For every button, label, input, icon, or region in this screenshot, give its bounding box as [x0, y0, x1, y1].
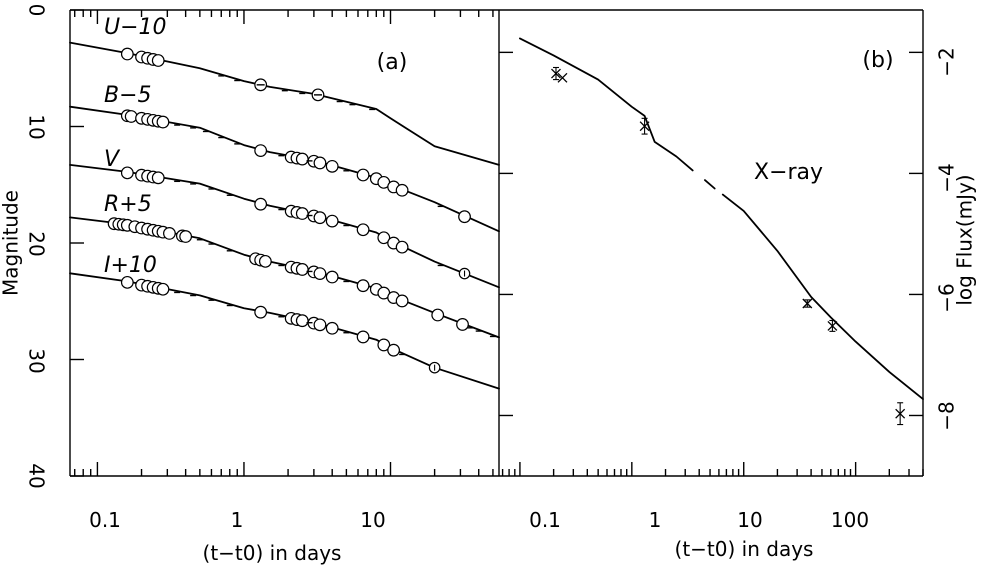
panel-a-ytick-30: 30	[25, 348, 49, 373]
panel-b-xlabel: (t−t0) in days	[675, 537, 814, 561]
data-point-i	[120, 275, 134, 289]
data-point-i	[356, 330, 370, 344]
data-point-b	[295, 152, 309, 166]
panel-a-ytick-label-0: 0	[25, 4, 49, 17]
data-point-r	[163, 227, 176, 240]
panel-b-ytick-label-m8: −8	[935, 401, 959, 430]
data-point-v	[313, 211, 327, 225]
data-point-r	[356, 279, 370, 293]
data-point-u	[151, 54, 165, 67]
panel-b-ylabel: log Flux(mJy)	[953, 174, 977, 305]
data-point-i	[387, 343, 401, 357]
series-label-i: I+10	[104, 253, 157, 278]
data-point-i	[156, 282, 170, 296]
data-point-b	[254, 144, 268, 157]
series-label-u: U−10	[104, 15, 167, 40]
panel-b-xtick-label-0p1: 0.1	[529, 508, 561, 532]
panel-a-xtick-label-1: 1	[231, 508, 244, 532]
data-point-u	[120, 47, 134, 61]
data-point-r	[295, 263, 309, 276]
data-point-b	[156, 115, 170, 129]
xray-model-segment-1	[704, 179, 716, 190]
data-point-r	[395, 294, 409, 308]
panel-b-xtick-label-10: 10	[737, 508, 762, 532]
panel-a-ytick-label-40: 40	[25, 463, 49, 488]
data-point-i	[295, 314, 309, 328]
data-point-b	[458, 210, 471, 224]
data-point-i	[325, 321, 339, 335]
xray-model-segment-2	[721, 193, 924, 400]
panel-a-xtick-label-0p1: 0.1	[89, 508, 121, 532]
panel-b-ytick-m6: −6	[935, 283, 959, 312]
xray-label: X−ray	[754, 160, 823, 185]
panel-b-ytick-m2: −2	[935, 47, 959, 76]
panel-a-ytick-label-30: 30	[25, 348, 49, 373]
panel-b-ytick-label-m4: −4	[935, 163, 959, 192]
data-point-v	[356, 223, 370, 237]
panel-a-points	[107, 47, 496, 374]
panel-a-ytick-label-10: 10	[25, 114, 49, 139]
panel-b-ytick-m4: −4	[935, 163, 959, 192]
xray-data-point	[557, 72, 568, 83]
data-point-b	[395, 183, 409, 197]
data-point-i	[254, 305, 268, 319]
data-point-b	[356, 168, 370, 182]
panel-b-ylabel-text: log Flux(mJy)	[953, 174, 977, 305]
series-label-v: V	[104, 147, 121, 172]
panel-b: 0.1 1 10 100 −2 −4 −6 −8 log Flux(mJy) (…	[499, 9, 977, 561]
panel-b-ytick-label-m6: −6	[935, 283, 959, 312]
panel-b-label: (b)	[862, 48, 893, 73]
data-point-v	[120, 166, 134, 180]
series-label-b: B−5	[104, 83, 152, 108]
data-point-b	[325, 159, 339, 173]
data-point-r	[431, 308, 445, 322]
panel-a-xlabel: (t−t0) in days	[203, 541, 342, 565]
panel-a-label: (a)	[377, 50, 408, 75]
panel-b-points	[551, 66, 906, 426]
panel-a-xtick-label-10: 10	[360, 508, 385, 532]
panel-b-model-curve	[519, 37, 924, 400]
data-point-r	[258, 254, 272, 268]
panel-a-ylabel: Magnitude	[0, 190, 23, 296]
panel-a-ticks	[70, 9, 494, 477]
panel-a-ytick-40: 40	[25, 463, 49, 488]
panel-a-ytick-10: 10	[25, 114, 49, 139]
panel-b-ticks	[499, 51, 924, 476]
data-point-v	[295, 207, 309, 220]
panel-a-ylabel-text: Magnitude	[0, 190, 23, 296]
panel-a-ytick-label-20: 20	[25, 231, 49, 256]
data-point-i	[377, 338, 391, 352]
xray-model-segment-0	[519, 37, 694, 172]
data-point-r	[313, 267, 327, 280]
series-label-r: R+5	[104, 192, 152, 217]
data-point-i	[313, 318, 327, 332]
panel-a: 0.1 1 10 0 10 20 30 40 Magnitude (t−t0) …	[0, 4, 500, 565]
data-point-v	[325, 214, 339, 228]
panel-b-ytick-m8: −8	[935, 401, 959, 430]
data-point-v	[151, 171, 165, 185]
panel-b-xtick-label-100: 100	[831, 508, 869, 532]
data-point-r	[325, 270, 339, 284]
data-point-v	[395, 240, 409, 254]
panel-b-ytick-label-m2: −2	[935, 47, 959, 76]
panel-a-ytick-0: 0	[25, 4, 49, 17]
data-point-v	[254, 197, 268, 211]
data-point-r	[456, 318, 469, 331]
data-point-v	[377, 231, 391, 245]
data-point-b	[313, 156, 327, 170]
panel-a-ytick-20: 20	[25, 231, 49, 256]
data-point-b	[124, 110, 138, 123]
panel-b-xtick-label-1: 1	[649, 508, 662, 532]
data-point-r	[179, 230, 193, 243]
